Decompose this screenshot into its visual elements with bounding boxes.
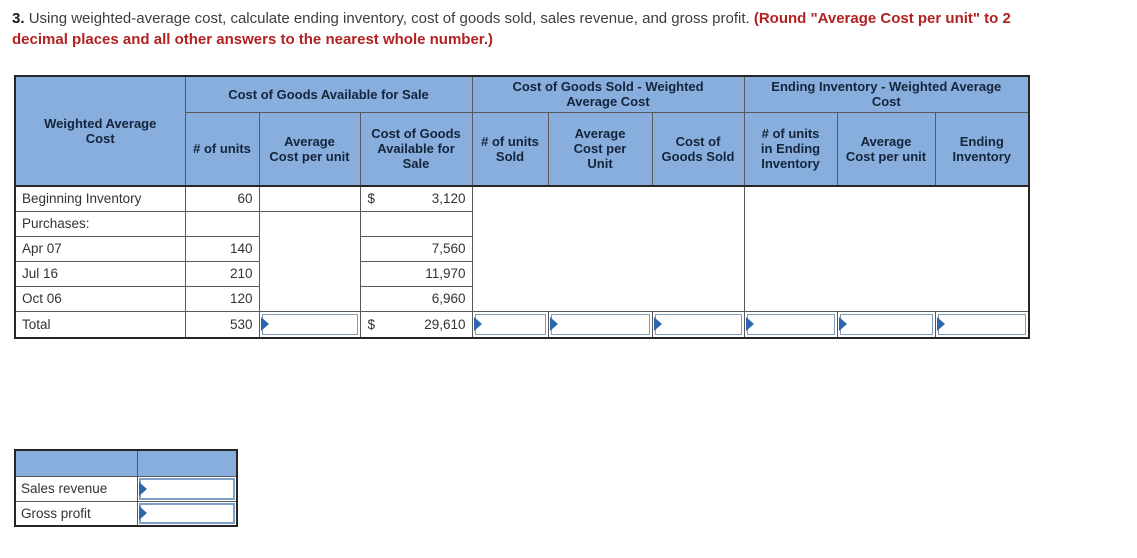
units-cell: 530 xyxy=(184,310,260,339)
amount-cell: 7,560 xyxy=(359,235,473,262)
group-header-row: Weighted Average Cost Cost of Goods Avai… xyxy=(14,75,1030,187)
avg-cost-available-cell xyxy=(258,310,361,339)
row-label: Beginning Inventory xyxy=(14,185,186,212)
table-row-gross-profit: Gross profit xyxy=(14,500,238,527)
corner-header: Weighted Average Cost xyxy=(14,75,186,187)
summary-header-label-cell xyxy=(14,449,138,477)
col-header-units-sold: # of units Sold xyxy=(471,111,549,187)
col-header-avg-cost: Average Cost per unit xyxy=(258,111,361,187)
avg-cost-available-input[interactable] xyxy=(261,313,358,335)
amount-cell: $3,120 xyxy=(359,185,473,212)
units-ending-inventory-cell xyxy=(743,310,838,339)
currency-symbol: $ xyxy=(367,191,376,207)
question-text: Using weighted-average cost, calculate e… xyxy=(28,10,750,27)
answer-marker-icon xyxy=(936,317,945,332)
currency-symbol: $ xyxy=(367,316,376,332)
answer-marker-icon xyxy=(653,317,662,332)
units-cell: 210 xyxy=(184,260,260,287)
avg-cost-sold-input[interactable] xyxy=(550,313,650,335)
gross-profit-cell xyxy=(136,500,238,527)
row-label: Oct 06 xyxy=(14,285,186,312)
gross-profit-input[interactable] xyxy=(138,502,235,524)
col-header-avg-cost-sold: Average Cost per Unit xyxy=(547,111,653,187)
group-header-cost-of-goods-sold: Cost of Goods Sold - Weighted Average Co… xyxy=(471,75,745,113)
rounding-note: (Round "Average Cost per unit" to 2 deci… xyxy=(12,10,1011,48)
units-sold-cell xyxy=(471,310,549,339)
column-header-row: # of units Average Cost per unit Cost of… xyxy=(15,111,1030,187)
avg-cost-ending-cell xyxy=(836,310,936,339)
units-cell: 140 xyxy=(184,235,260,262)
units-cell: 60 xyxy=(184,185,260,212)
row-label: Jul 16 xyxy=(14,260,186,287)
amount-cell: $29,610 xyxy=(359,310,473,339)
summary-header-value-cell xyxy=(136,449,238,477)
answer-marker-icon xyxy=(473,317,482,332)
group-header-ending-inventory: Ending Inventory - Weighted Average Cost xyxy=(743,75,1030,113)
weighted-average-table: Weighted Average Cost Cost of Goods Avai… xyxy=(14,75,1031,339)
units-cell xyxy=(184,210,260,237)
avg-cost-sold-cell xyxy=(547,310,653,339)
summary-table: Sales revenue Gross profit xyxy=(14,449,238,527)
answer-marker-icon xyxy=(260,317,269,332)
answer-marker-icon xyxy=(745,317,754,332)
table-row-beginning-inventory: Beginning Inventory 60 $3,120 xyxy=(14,185,1030,312)
col-header-goods-available: Cost of Goods Available for Sale xyxy=(359,111,473,187)
cost-of-goods-sold-input[interactable] xyxy=(654,313,742,335)
cogs-blank-area xyxy=(471,185,745,312)
amount-cell: 6,960 xyxy=(359,285,473,312)
question-number: 3. xyxy=(12,10,25,27)
table-row-purchases: Purchases: xyxy=(14,210,1029,312)
col-header-avg-cost-ending: Average Cost per unit xyxy=(836,111,936,187)
col-header-ending-inventory: Ending Inventory xyxy=(934,111,1030,187)
answer-marker-icon xyxy=(549,317,558,332)
table-row-sales-revenue: Sales revenue xyxy=(14,475,238,502)
group-header-goods-available: Cost of Goods Available for Sale xyxy=(184,75,473,113)
avg-cost-blank-area xyxy=(258,210,361,312)
summary-header-row xyxy=(14,449,238,477)
amount-value: 7,560 xyxy=(431,241,466,256)
col-header-units-ending: # of units in Ending Inventory xyxy=(743,111,838,187)
row-label: Gross profit xyxy=(14,500,138,527)
answer-marker-icon xyxy=(838,317,847,332)
answer-marker-icon xyxy=(138,481,147,496)
units-sold-input[interactable] xyxy=(474,313,546,335)
ending-inventory-blank-area xyxy=(743,185,1030,312)
amount-cell xyxy=(359,210,473,237)
units-cell: 120 xyxy=(184,285,260,312)
cost-of-goods-sold-cell xyxy=(651,310,745,339)
amount-value: 11,970 xyxy=(425,266,466,281)
amount-cell: 11,970 xyxy=(359,260,473,287)
amount-value: 29,610 xyxy=(424,316,466,332)
table-row-apr07: Apr 07 140 7,560 xyxy=(14,235,1029,262)
ending-inventory-cell xyxy=(934,310,1030,339)
row-label: Purchases: xyxy=(14,210,186,237)
row-label: Sales revenue xyxy=(14,475,138,502)
row-label: Total xyxy=(14,310,186,339)
sales-revenue-input[interactable] xyxy=(138,477,235,500)
question-instruction: 3. Using weighted-average cost, calculat… xyxy=(0,0,1062,50)
avg-cost-cell xyxy=(258,185,361,212)
answer-marker-icon xyxy=(138,506,147,521)
amount-value: 6,960 xyxy=(431,291,466,306)
col-header-units: # of units xyxy=(184,111,260,187)
units-ending-inventory-input[interactable] xyxy=(746,313,835,335)
table-row-total: Total 530 $29,610 xyxy=(14,310,1030,339)
amount-value: 3,120 xyxy=(431,191,466,207)
row-label: Apr 07 xyxy=(14,235,186,262)
ending-inventory-input[interactable] xyxy=(937,313,1027,335)
table-row-oct06: Oct 06 120 6,960 xyxy=(14,285,1029,312)
col-header-cost-goods-sold: Cost of Goods Sold xyxy=(651,111,745,187)
sales-revenue-cell xyxy=(136,475,238,502)
avg-cost-ending-input[interactable] xyxy=(839,313,933,335)
